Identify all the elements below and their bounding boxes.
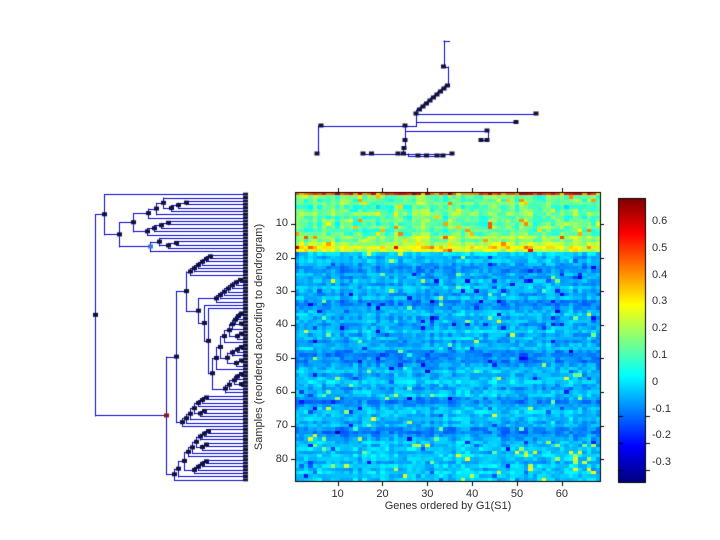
x-tick-60: 60 [555,488,568,500]
heatmap-axes [291,188,604,490]
y-tick-30: 30 [275,284,288,297]
x-tick-20: 20 [376,488,389,500]
y-tick-80: 80 [275,452,288,465]
y-tick-60: 60 [275,385,288,398]
colorbar-tick-0: 0 [652,375,659,388]
top-dendrogram [295,30,555,165]
y-tick-20: 20 [275,251,288,264]
y-axis-label: Samples (reordered according to dendrogr… [253,223,265,451]
x-tick-50: 50 [510,488,524,500]
colorbar-tick--0.2: -0.2 [652,429,671,442]
colorbar [616,194,654,486]
x-tick-40: 40 [466,488,479,500]
y-tick-10: 10 [275,217,288,230]
y-tick-70: 70 [275,419,288,432]
colorbar-tick-0.4: 0.4 [652,268,668,281]
left-dendrogram [88,188,250,486]
colorbar-tick-0.6: 0.6 [652,215,668,228]
x-tick-30: 30 [421,488,434,500]
colorbar-tick--0.3: -0.3 [652,456,671,469]
y-tick-50: 50 [275,351,288,364]
x-tick-10: 10 [331,488,344,500]
colorbar-tick-0.5: 0.5 [652,241,668,254]
x-axis-label: Genes ordered by G1(S1) [384,500,512,512]
y-tick-40: 40 [275,318,288,331]
colorbar-tick-0.2: 0.2 [652,322,668,335]
colorbar-tick-0.3: 0.3 [652,295,668,308]
colorbar-tick-0.1: 0.1 [652,349,668,362]
colorbar-tick--0.1: -0.1 [652,402,671,415]
